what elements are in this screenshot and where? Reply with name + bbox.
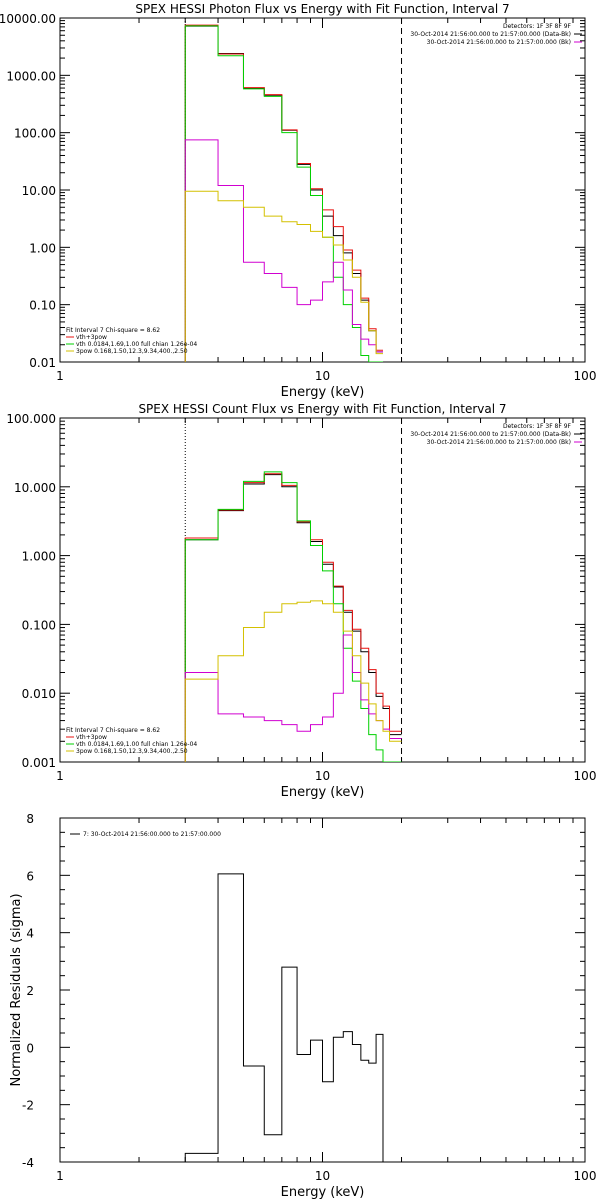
legend-entry: Detectors: 1F 3F 8F 9F (503, 423, 572, 430)
y-tick-label: 1000.00 (6, 69, 56, 83)
x-tick-label: 1 (56, 769, 64, 783)
y-tick-label: 100.00 (14, 127, 56, 141)
y-tick-label: 10.000 (14, 481, 56, 495)
plot-frame (59, 817, 586, 1163)
chart-panel-3: 1 10 100 -4 -2 0 2 4 6 8 Energy (keV) Normalized Re… (9, 812, 596, 1200)
y-tick-label: 2 (26, 984, 34, 998)
x-tick-label: 10 (315, 1169, 330, 1183)
series-line-4 (184, 139, 383, 362)
legend-entry: Fit Interval 7 Chi-square = 8.62 (66, 727, 160, 734)
y-tick-label: 0.001 (22, 756, 56, 770)
legend-entry: Fit Interval 7 Chi-square = 8.62 (66, 327, 160, 334)
legend-entry: Detectors: 1F 3F 8F 9F (503, 23, 572, 30)
y-tick-label: 0 (26, 1041, 34, 1055)
chart-panel-2: SPEX HESSI Count Flux vs Energy with Fit… (6, 402, 596, 800)
chart-title: SPEX HESSI Count Flux vs Energy with Fit… (138, 402, 506, 416)
legend-entry: 7: 30-Oct-2014 21:56:00.000 to 21:57:00.… (83, 831, 221, 838)
x-tick-label: 100 (574, 1169, 597, 1183)
y-tick-label: -2 (22, 1099, 34, 1113)
legend-entry: vth 0.0184,1.69,1.00 full chian 1.26e-04 (76, 741, 197, 748)
x-tick-label: 1 (56, 369, 64, 383)
series-group (184, 24, 383, 362)
y-tick-label: 100.000 (6, 412, 56, 426)
series-line-2 (184, 24, 383, 362)
series-line-1 (184, 25, 383, 362)
series-line-5 (184, 190, 383, 362)
x-axis-label: Energy (keV) (281, 1185, 365, 1200)
x-tick-label: 10 (315, 769, 330, 783)
legend-entry: vth 0.0184,1.69,1.00 full chian 1.26e-04 (76, 341, 197, 348)
legend-entry: 30-Oct-2014 21:56:00.000 to 21:57:00.000… (427, 39, 571, 46)
chart-panel-1: SPEX HESSI Photon Flux vs Energy with Fi… (0, 2, 596, 400)
series-line-1 (184, 873, 384, 1162)
y-tick-label: 0.10 (29, 299, 56, 313)
y-tick-label: 1.000 (22, 550, 56, 564)
y-tick-label: 6 (26, 869, 34, 883)
series-line-5 (184, 600, 402, 762)
y-tick-label: 0.010 (22, 687, 56, 701)
x-tick-label: 10 (315, 369, 330, 383)
y-axis-label: Normalized Residuals (sigma) (9, 893, 24, 1086)
y-tick-label: 0.01 (29, 356, 56, 370)
legend-entry: vth+3pow (76, 334, 107, 341)
series-line-3 (184, 471, 402, 762)
y-tick-label: 8 (26, 812, 34, 826)
y-tick-label: 4 (26, 927, 34, 941)
legend-entry: vth+3pow (76, 734, 107, 741)
y-tick-label: -4 (22, 1156, 34, 1170)
series-group (184, 873, 384, 1162)
y-tick-label: 10.00 (22, 184, 56, 198)
chart-title: SPEX HESSI Photon Flux vs Energy with Fi… (135, 2, 509, 16)
series-line-2 (184, 473, 402, 762)
x-tick-label: 100 (574, 769, 597, 783)
legend-entry: 30-Oct-2014 21:56:00.000 to 21:57:00.000… (427, 439, 571, 446)
x-axis-label: Energy (keV) (281, 385, 365, 400)
x-tick-label: 1 (56, 1169, 64, 1183)
x-tick-label: 100 (574, 369, 597, 383)
legend-entry: 3pow 0.168,1.50,12.3,9.34,400.,2.50 (76, 348, 188, 355)
legend-entry: 30-Oct-2014 21:56:00.000 to 21:57:00.000… (410, 431, 571, 438)
series-line-3 (184, 25, 383, 362)
legend-entry: 30-Oct-2014 21:56:00.000 to 21:57:00.000… (410, 31, 571, 38)
legend-entry: 3pow 0.168,1.50,12.3,9.34,400.,2.50 (76, 748, 188, 755)
y-tick-label: 0.100 (22, 618, 56, 632)
series-group (184, 471, 402, 762)
x-axis-label: Energy (keV) (281, 785, 365, 800)
plot-frame (59, 417, 586, 763)
y-tick-label: 10000.00 (0, 12, 56, 26)
y-tick-label: 1.00 (29, 241, 56, 255)
